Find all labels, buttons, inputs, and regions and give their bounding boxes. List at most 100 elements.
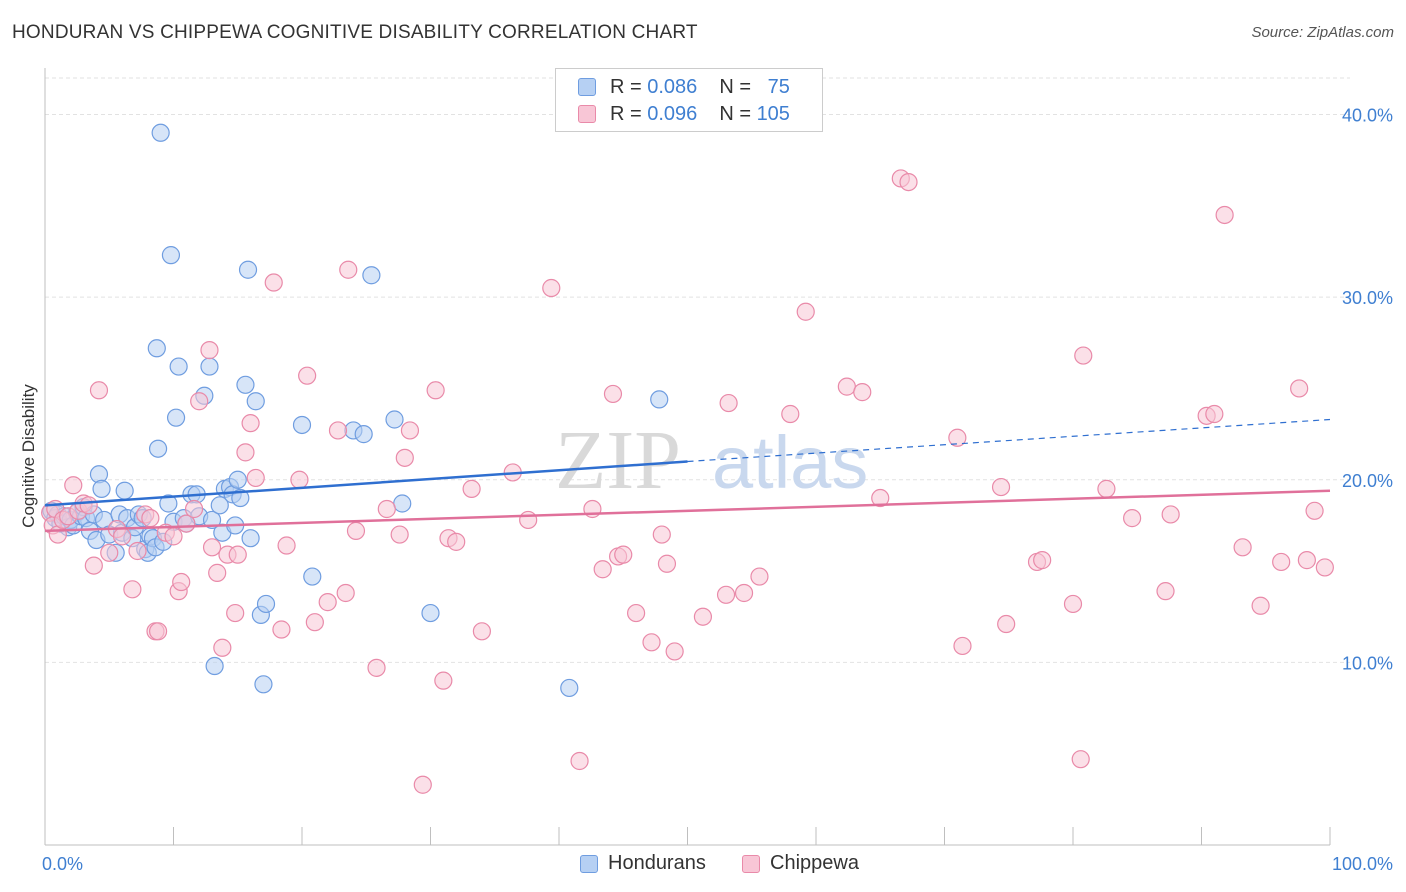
chippewa-point bbox=[719, 393, 738, 413]
honduran-trend-extension bbox=[687, 418, 1331, 463]
chippewa-point bbox=[328, 421, 348, 440]
chippewa-point bbox=[570, 751, 589, 771]
honduran-point bbox=[303, 567, 322, 586]
chippewa-point bbox=[346, 521, 366, 540]
chippewa-point bbox=[542, 278, 561, 298]
honduran-point bbox=[292, 415, 312, 435]
honduran-point bbox=[200, 357, 219, 376]
chippewa-point bbox=[665, 642, 684, 661]
bottom-legend-label-hondurans: Hondurans bbox=[608, 852, 706, 874]
chippewa-point bbox=[1315, 558, 1334, 577]
honduran-trend-line bbox=[44, 460, 688, 507]
chippewa-point bbox=[272, 620, 291, 639]
honduran-point bbox=[421, 603, 440, 623]
chippewa-point bbox=[642, 633, 661, 652]
chippewa-point bbox=[200, 341, 219, 360]
honduran-point bbox=[205, 656, 224, 676]
chippewa-point bbox=[141, 509, 160, 528]
watermark-atlas: atlas bbox=[712, 421, 868, 504]
legend-n-label: N = bbox=[719, 75, 751, 98]
chart-title: HONDURAN VS CHIPPEWA COGNITIVE DISABILIT… bbox=[12, 22, 698, 43]
chippewa-trend-line bbox=[44, 489, 1331, 533]
chippewa-point bbox=[1074, 346, 1093, 365]
honduran-point bbox=[560, 678, 579, 698]
honduran-point bbox=[151, 123, 170, 142]
chippewa-point bbox=[837, 377, 856, 396]
chippewa-point bbox=[377, 499, 396, 519]
chippewa-point bbox=[89, 381, 109, 400]
legend-n-label: N = bbox=[719, 102, 751, 125]
chippewa-point bbox=[298, 366, 317, 385]
chippewa-point bbox=[734, 583, 754, 603]
chippewa-point bbox=[277, 536, 296, 555]
chippewa-point bbox=[948, 428, 967, 447]
chippewa-point bbox=[1033, 551, 1052, 570]
bottom-legend-chippewa: Chippewa bbox=[742, 852, 859, 875]
chippewa-point bbox=[1272, 552, 1291, 572]
chippewa-point bbox=[1156, 582, 1175, 601]
legend-swatch-chippewa bbox=[578, 105, 596, 123]
chippewa-point bbox=[657, 554, 677, 573]
chippewa-point bbox=[1305, 501, 1324, 520]
y-tick-label: 40.0% bbox=[1342, 106, 1393, 126]
honduran-point bbox=[228, 470, 247, 489]
chippewa-point bbox=[991, 477, 1011, 497]
chippewa-point bbox=[1215, 205, 1234, 225]
chippewa-point bbox=[871, 488, 890, 508]
bottom-legend-label-chippewa: Chippewa bbox=[770, 852, 859, 874]
legend-r-value: 0.086 bbox=[647, 75, 698, 98]
chippewa-point bbox=[796, 302, 815, 321]
legend-n-value: 75 bbox=[767, 75, 790, 98]
honduran-point bbox=[236, 375, 255, 394]
chippewa-point bbox=[318, 593, 337, 612]
chippewa-point bbox=[853, 383, 872, 402]
legend-swatch-hondurans bbox=[578, 78, 596, 96]
bottom-legend-swatch-chippewa bbox=[742, 854, 760, 873]
honduran-point bbox=[147, 339, 166, 358]
chippewa-point bbox=[84, 556, 103, 575]
chippewa-point bbox=[213, 638, 232, 657]
chippewa-point bbox=[400, 421, 420, 440]
honduran-point bbox=[246, 392, 265, 411]
honduran-point bbox=[354, 425, 373, 444]
chippewa-point bbox=[413, 775, 432, 794]
chippewa-point bbox=[462, 479, 481, 498]
chippewa-point bbox=[603, 384, 623, 404]
legend-r-value: 0.096 bbox=[647, 102, 698, 125]
chippewa-point bbox=[79, 496, 98, 515]
x-tick-label-min: 0.0% bbox=[42, 854, 83, 874]
chippewa-point bbox=[290, 470, 309, 489]
legend-r-label: R = bbox=[610, 75, 642, 98]
chippewa-point bbox=[693, 607, 713, 626]
chippewa-point bbox=[305, 613, 324, 632]
chippewa-point bbox=[1071, 750, 1090, 769]
chippewa-point bbox=[1123, 509, 1142, 528]
chippewa-point bbox=[190, 392, 209, 411]
legend-r-label: R = bbox=[610, 102, 642, 125]
honduran-point bbox=[238, 260, 258, 279]
chippewa-point bbox=[1063, 594, 1083, 614]
honduran-point bbox=[92, 479, 111, 498]
chippewa-point bbox=[426, 381, 445, 400]
honduran-point bbox=[161, 246, 181, 265]
honduran-point bbox=[362, 266, 381, 285]
chippewa-point bbox=[390, 525, 409, 544]
chippewa-point bbox=[1161, 505, 1180, 524]
chippewa-point bbox=[519, 510, 538, 530]
gridlines bbox=[45, 77, 1350, 663]
chippewa-point bbox=[123, 580, 142, 599]
chippewa-point bbox=[339, 260, 358, 279]
trend-lines bbox=[44, 418, 1331, 533]
chippewa-point bbox=[264, 273, 283, 292]
watermark-zip: ZIP bbox=[555, 414, 681, 507]
chippewa-point bbox=[226, 603, 245, 623]
y-axis-label: Cognitive Disability bbox=[19, 384, 38, 528]
chippewa-point bbox=[472, 622, 491, 641]
honduran-point bbox=[254, 675, 273, 694]
chippewa-point bbox=[899, 172, 918, 192]
x-tick-label-max: 100.0% bbox=[1332, 854, 1393, 874]
chippewa-point bbox=[447, 532, 466, 551]
chippewa-point bbox=[1251, 596, 1270, 615]
honduran-point bbox=[241, 529, 260, 548]
